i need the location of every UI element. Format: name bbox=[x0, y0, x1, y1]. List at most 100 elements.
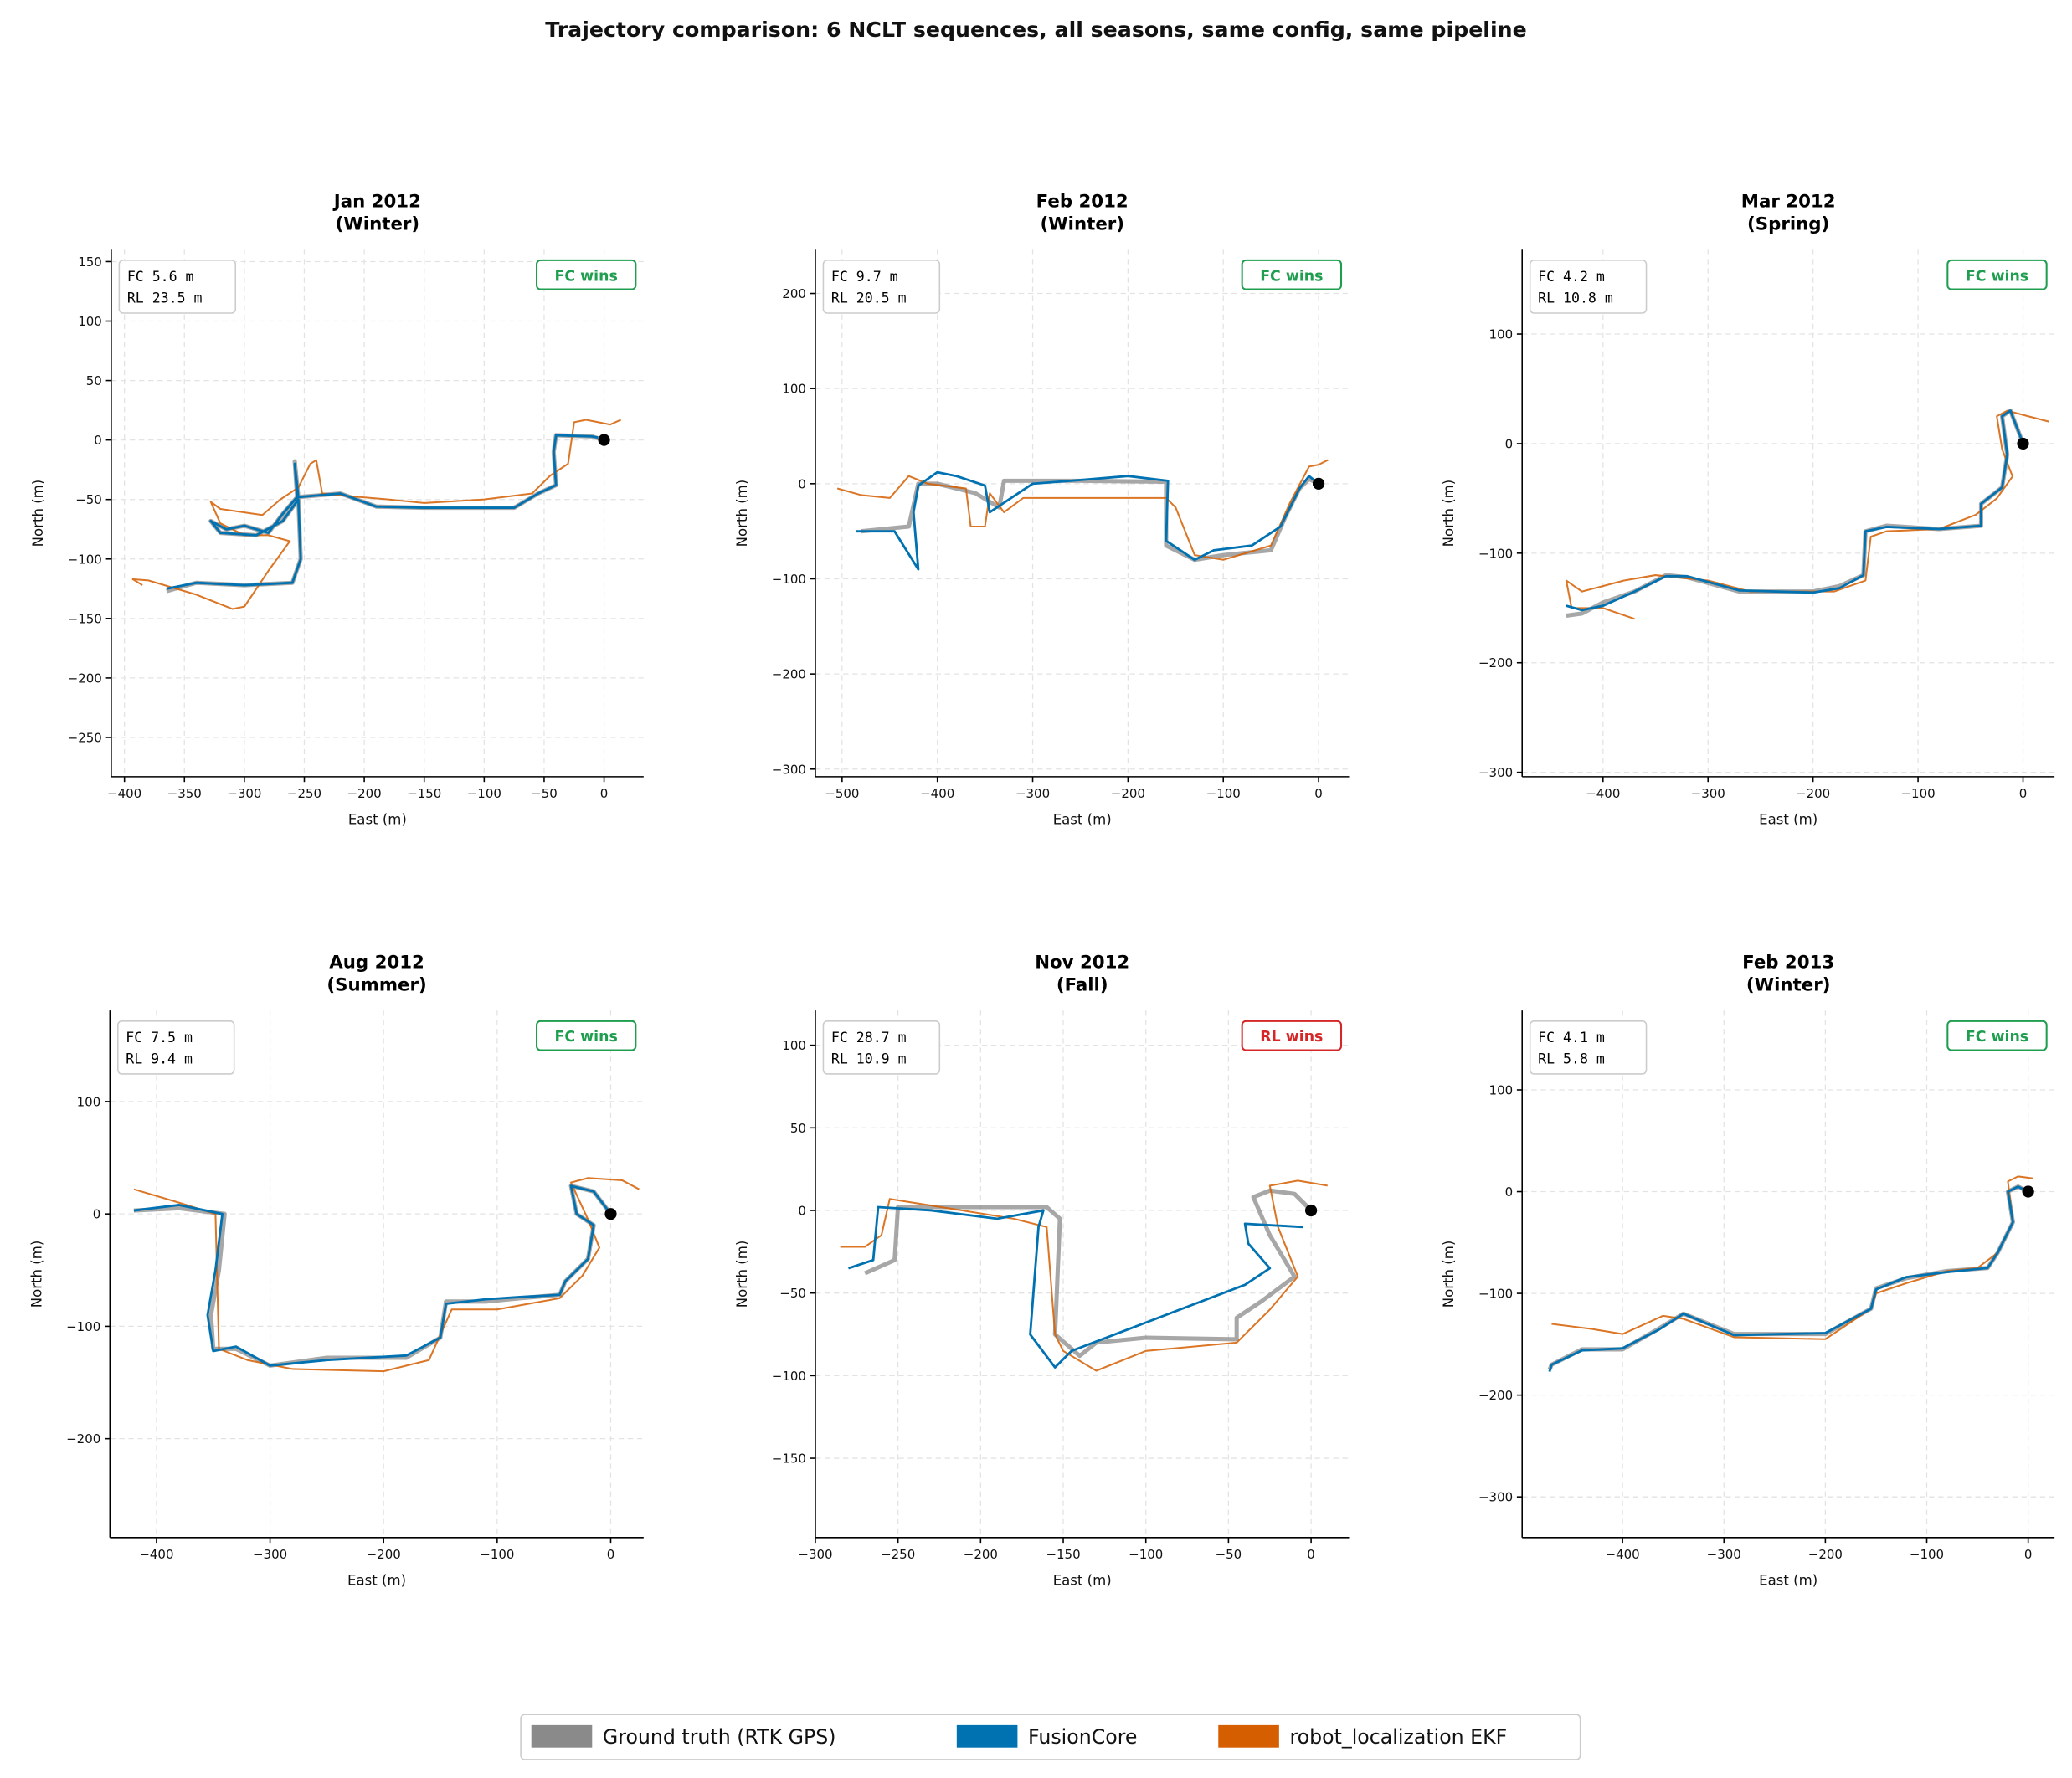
y-tick-label: 0 bbox=[798, 1204, 806, 1219]
x-tick-label: −400 bbox=[107, 786, 141, 801]
panel-2: −500 −400 −300 −200 −100 0 −300 −200 −100 0 100 200… bbox=[734, 192, 1350, 828]
y-tick-label: −300 bbox=[1478, 1490, 1513, 1505]
y-tick-label: 100 bbox=[1489, 1083, 1514, 1098]
x-axis-label: East (m) bbox=[1053, 1573, 1112, 1589]
y-tick-label: 0 bbox=[94, 433, 102, 448]
series-gt-line bbox=[861, 476, 1320, 563]
winner-text: RL wins bbox=[1260, 1029, 1323, 1046]
x-axis-label: East (m) bbox=[348, 812, 407, 828]
y-tick-label: 0 bbox=[798, 476, 806, 491]
x-axis-label: East (m) bbox=[1759, 1573, 1817, 1589]
x-tick-label: 0 bbox=[1307, 1547, 1315, 1562]
x-tick-label: −50 bbox=[1216, 1547, 1242, 1562]
y-tick-label: −100 bbox=[1478, 546, 1513, 561]
y-axis-label: North (m) bbox=[734, 480, 750, 547]
x-tick-label: 0 bbox=[2019, 786, 2028, 801]
x-tick-label: 0 bbox=[1314, 786, 1323, 801]
x-axis-label: East (m) bbox=[347, 1573, 406, 1589]
figure-title: Trajectory comparison: 6 NCLT sequences,… bbox=[545, 18, 1526, 42]
y-tick-label: −300 bbox=[1478, 765, 1513, 780]
y-tick-label: −150 bbox=[68, 611, 102, 626]
x-tick-label: 0 bbox=[2024, 1547, 2033, 1562]
y-tick-label: 100 bbox=[1489, 327, 1514, 342]
series-fc-line bbox=[847, 1205, 1303, 1369]
y-tick-label: 100 bbox=[782, 1038, 806, 1053]
legend: Ground truth (RTK GPS) FusionCore robot_lo… bbox=[520, 1714, 1581, 1760]
fc-error-text: FC 4.2 m bbox=[1538, 269, 1605, 285]
y-tick-label: −100 bbox=[66, 1319, 100, 1334]
series-fc-line bbox=[856, 470, 1319, 571]
series-rl-line bbox=[840, 1179, 1328, 1372]
x-tick-label: −100 bbox=[1901, 786, 1936, 801]
y-tick-label: −50 bbox=[779, 1286, 806, 1301]
panel-subtitle: (Fall) bbox=[1057, 975, 1108, 996]
start-marker bbox=[604, 1208, 617, 1220]
y-tick-label: 0 bbox=[1505, 1184, 1514, 1200]
series-fc-line bbox=[133, 1184, 612, 1367]
y-axis-label: North (m) bbox=[734, 1241, 750, 1308]
series-rl-line bbox=[1565, 409, 2050, 620]
x-tick-label: −150 bbox=[1046, 1547, 1080, 1562]
x-tick-label: −100 bbox=[467, 786, 501, 801]
error-stats-box: FC 5.6 m RL 23.5 m bbox=[118, 260, 237, 314]
series-rl-line bbox=[131, 419, 622, 610]
rl-error-text: RL 9.4 m bbox=[126, 1051, 193, 1066]
x-tick-label: −300 bbox=[1691, 786, 1725, 801]
trajectories bbox=[133, 1177, 640, 1373]
y-tick-label: 50 bbox=[86, 373, 102, 388]
winner-badge: FC wins bbox=[535, 1020, 637, 1051]
x-tick-label: −300 bbox=[253, 1547, 287, 1562]
trajectories bbox=[840, 1179, 1328, 1372]
y-axis-label: North (m) bbox=[1441, 480, 1457, 547]
y-tick-label: 100 bbox=[78, 314, 102, 329]
fc-error-text: FC 4.1 m bbox=[1538, 1030, 1605, 1046]
rl-error-text: RL 23.5 m bbox=[127, 290, 203, 306]
x-tick-label: −250 bbox=[881, 1547, 915, 1562]
x-tick-label: −300 bbox=[1707, 1547, 1741, 1562]
series-gt-line bbox=[133, 1184, 613, 1368]
winner-text: FC wins bbox=[555, 268, 618, 285]
start-marker bbox=[1312, 477, 1325, 490]
winner-text: FC wins bbox=[1260, 268, 1323, 285]
error-stats-box: FC 7.5 m RL 9.4 m bbox=[116, 1020, 235, 1075]
y-tick-label: −200 bbox=[1478, 1388, 1513, 1403]
y-tick-label: 0 bbox=[1505, 436, 1514, 451]
x-tick-label: 0 bbox=[607, 1547, 615, 1562]
winner-badge: FC wins bbox=[1241, 259, 1343, 290]
x-tick-label: −100 bbox=[1206, 786, 1241, 801]
x-tick-label: −350 bbox=[167, 786, 202, 801]
y-tick-label: −300 bbox=[772, 762, 806, 777]
winner-text: FC wins bbox=[1966, 1029, 2028, 1046]
legend-swatch bbox=[531, 1724, 593, 1748]
x-tick-label: −200 bbox=[367, 1547, 401, 1562]
trajectories bbox=[131, 419, 622, 610]
rl-error-text: RL 10.8 m bbox=[1538, 290, 1613, 306]
x-tick-label: −200 bbox=[347, 786, 382, 801]
rl-error-text: RL 10.9 m bbox=[831, 1051, 907, 1066]
y-tick-label: 150 bbox=[78, 254, 102, 270]
y-tick-label: −100 bbox=[68, 552, 102, 567]
winner-badge: FC wins bbox=[1946, 259, 2048, 290]
x-tick-label: −100 bbox=[1910, 1547, 1944, 1562]
rl-error-text: RL 5.8 m bbox=[1538, 1051, 1605, 1066]
winner-badge: FC wins bbox=[1946, 1020, 2048, 1051]
fc-error-text: FC 28.7 m bbox=[831, 1030, 907, 1046]
x-tick-label: −50 bbox=[531, 786, 558, 801]
series-gt-line bbox=[166, 433, 605, 594]
panel-title: Feb 2012 bbox=[1036, 192, 1129, 213]
winner-badge: RL wins bbox=[1241, 1020, 1343, 1051]
panel-1: −400 −350 −300 −250 −200 −150 −100 −50 0 −250 −200… bbox=[30, 192, 644, 828]
x-tick-label: −300 bbox=[798, 1547, 832, 1562]
x-tick-label: 0 bbox=[600, 786, 609, 801]
series-rl-line bbox=[836, 459, 1329, 561]
y-tick-label: −50 bbox=[75, 492, 102, 507]
series-fc-line bbox=[166, 434, 599, 590]
x-tick-label: −300 bbox=[1015, 786, 1050, 801]
x-tick-label: −500 bbox=[825, 786, 859, 801]
fc-error-text: FC 5.6 m bbox=[127, 269, 194, 285]
x-tick-label: −200 bbox=[1808, 1547, 1843, 1562]
x-axis-label: East (m) bbox=[1759, 812, 1817, 828]
y-tick-label: 0 bbox=[93, 1207, 101, 1222]
trajectories bbox=[836, 459, 1329, 571]
legend-label: FusionCore bbox=[1028, 1725, 1137, 1749]
